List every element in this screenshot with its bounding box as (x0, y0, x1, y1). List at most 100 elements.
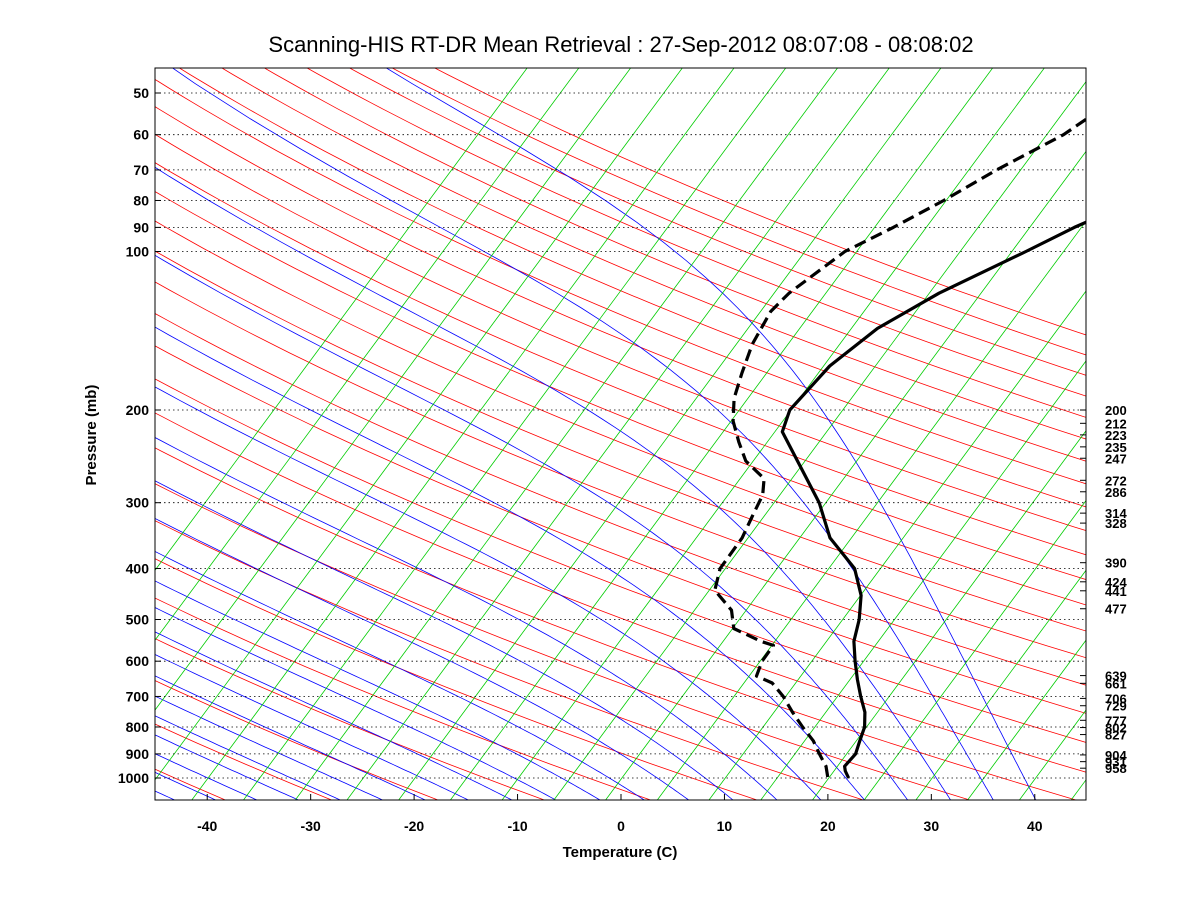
mixing-ratio-line (155, 68, 528, 572)
y-axis-label: Pressure (mb) (83, 385, 100, 486)
y-tick-label: 90 (133, 219, 149, 235)
dry-adiabat-line (306, 68, 1086, 397)
y-tick-label: 200 (126, 402, 150, 418)
moist-adiabat-line (155, 480, 734, 800)
moist-adiabat-line (155, 654, 470, 800)
dry-adiabat-line (155, 345, 1086, 714)
right-pressure-label: 441 (1105, 584, 1127, 599)
dry-adiabat-line (155, 162, 1086, 556)
dry-adiabat-line (0, 47, 54, 820)
mixing-ratio-line (760, 360, 1086, 800)
dry-adiabat-line (155, 412, 1086, 773)
right-pressure-label: 272 (1105, 473, 1127, 488)
mixing-ratio-line (346, 68, 890, 800)
y-tick-label: 50 (133, 85, 149, 101)
y-tick-label: 400 (126, 561, 150, 577)
moist-adiabat-line (155, 771, 217, 800)
x-tick-label: 20 (820, 818, 836, 834)
right-pressure-label: 477 (1105, 602, 1127, 617)
dry-adiabat-line (263, 68, 1086, 418)
right-pressure-label: 286 (1105, 485, 1127, 500)
x-tick-label: -10 (507, 818, 527, 834)
moist-adiabat-line (155, 254, 909, 800)
dry-adiabat-line (155, 558, 759, 800)
dewpoint-profile-line (713, 117, 1086, 779)
x-tick-label: -30 (301, 818, 321, 834)
x-tick-label: 10 (717, 818, 733, 834)
x-tick-label: -20 (404, 818, 424, 834)
dry-adiabat-line (155, 597, 652, 800)
dry-adiabat-line (221, 68, 1086, 440)
temperature-profile-line (780, 220, 1086, 779)
mixing-ratio-line (967, 639, 1086, 800)
y-axis-ticks: 50 60 70 80 90 100 200 300 400 500 600 700 800 900 100… (118, 85, 161, 786)
right-pressure-label: 328 (1105, 516, 1127, 531)
mixing-ratio-line (553, 80, 1086, 800)
dry-adiabat-line (178, 68, 1086, 462)
x-tick-label: 40 (1027, 818, 1043, 834)
right-pressure-label: 802 (1105, 721, 1127, 736)
y-tick-label: 700 (126, 688, 150, 704)
dry-adiabat-line (391, 68, 1086, 356)
y-tick-label: 500 (126, 612, 150, 628)
moist-adiabat-line (155, 753, 259, 800)
right-pressure-label: 390 (1105, 556, 1127, 571)
right-pressure-label: 729 (1105, 699, 1127, 714)
dry-adiabat-line (155, 378, 1086, 743)
dry-adiabat-line (155, 106, 1086, 508)
right-pressure-label: 777 (1105, 713, 1127, 728)
moist-adiabat-line (155, 607, 557, 800)
y-tick-label: 70 (133, 162, 149, 178)
dry-adiabat-line (155, 133, 1086, 532)
right-pressure-label: 200 (1105, 403, 1127, 418)
moist-adiabat-line (155, 437, 778, 800)
right-pressure-label: 931 (1105, 755, 1127, 770)
moist-adiabat-line (155, 580, 601, 800)
mixing-ratio-line (155, 68, 580, 641)
x-tick-label: 30 (924, 818, 940, 834)
right-pressure-label: 424 (1105, 575, 1127, 590)
mixing-ratio-line (155, 68, 683, 781)
x-axis-label: Temperature (C) (563, 844, 678, 861)
moist-adiabat-line (155, 734, 300, 800)
right-pressure-label: 661 (1105, 676, 1127, 691)
moist-adiabat-line (155, 550, 646, 800)
dry-adiabat-line (155, 483, 971, 800)
dry-adiabat-line (155, 281, 1086, 659)
right-pressure-label: 212 (1105, 416, 1127, 431)
right-pressure-label: 706 (1105, 691, 1127, 706)
right-pressure-label: 639 (1105, 669, 1127, 684)
chart-title: Scanning-HIS RT-DR Mean Retrieval : 27-S… (268, 32, 973, 57)
right-pressure-label: 958 (1105, 761, 1127, 776)
dry-adiabat-line (155, 191, 1086, 581)
right-pressure-label: 235 (1105, 440, 1127, 455)
y-tick-label: 600 (126, 653, 150, 669)
moist-adiabat-line (171, 68, 994, 800)
pressure-gridlines (155, 92, 1086, 779)
x-tick-label: 0 (617, 818, 625, 834)
moist-adiabat-line (155, 715, 342, 800)
dry-adiabat-line (433, 68, 1086, 336)
mixing-ratio-line (449, 68, 994, 800)
dry-adiabat-line (155, 78, 1086, 485)
moist-adiabat-line (0, 487, 177, 820)
dry-adiabat-line (155, 250, 1086, 632)
y-tick-label: 80 (133, 193, 149, 209)
dry-adiabat-line (155, 680, 439, 800)
mixing-ratio-line (1018, 709, 1086, 800)
right-pressure-label: 314 (1105, 506, 1127, 521)
y-tick-label: 1000 (118, 770, 149, 786)
right-pressure-label: 247 (1105, 451, 1127, 466)
y-tick-label: 60 (133, 127, 149, 143)
moist-adiabat-line (155, 695, 384, 800)
dry-adiabat-line (155, 520, 865, 800)
mixing-ratio-line (656, 220, 1086, 800)
y-tick-label: 300 (126, 495, 150, 511)
moist-adiabat-line (155, 790, 176, 800)
dry-adiabat-line (155, 638, 546, 800)
moist-adiabat-line (385, 68, 1037, 800)
moist-adiabat-line (155, 631, 513, 800)
moist-adiabat-line (155, 517, 690, 800)
mixing-ratio-line (863, 499, 1086, 800)
